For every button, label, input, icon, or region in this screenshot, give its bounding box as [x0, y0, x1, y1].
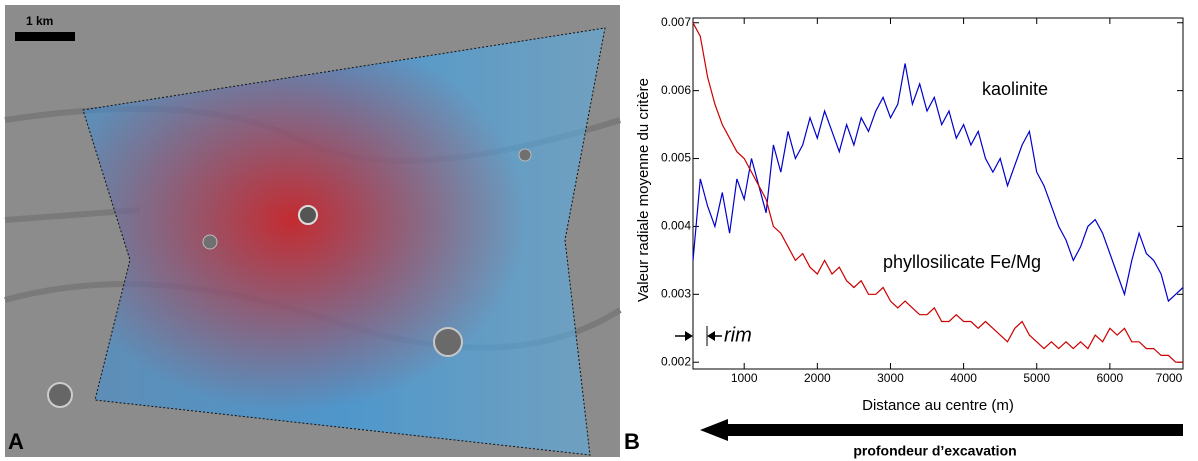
scale-label: 1 km: [26, 14, 53, 28]
series-label: phyllosilicate Fe/Mg: [883, 252, 1041, 272]
depth-arrow: [700, 419, 1183, 441]
panel-label: A: [8, 429, 24, 454]
x-tick-label: 7000: [1156, 371, 1183, 385]
series-label: kaolinite: [982, 79, 1048, 99]
y-tick-label: 0.002: [661, 354, 691, 368]
x-tick-label: 2000: [804, 371, 831, 385]
x-axis-label: Distance au centre (m): [862, 397, 1014, 414]
panel-b: B Valeur radiale moyenne du critère Dist…: [624, 15, 1184, 459]
crater: [518, 148, 532, 162]
footprint-outline: [82, 27, 606, 456]
y-tick-label: 0.007: [661, 15, 691, 29]
rim-arrowhead: [707, 331, 715, 341]
phyllosilicate-overlay: [83, 28, 605, 455]
y-tick-label: 0.004: [661, 219, 691, 233]
x-tick-label: 1000: [731, 371, 758, 385]
rim-label: rim: [724, 324, 752, 346]
crater: [202, 234, 218, 250]
y-tick-label: 0.003: [661, 286, 691, 300]
y-axis-label: Valeur radiale moyenne du critère: [635, 78, 652, 302]
data-line: [692, 22, 1183, 363]
crater: [433, 327, 463, 357]
scale-bar: [15, 32, 75, 41]
arrow-label: profondeur d’excavation: [853, 443, 1016, 459]
rim-arrowhead: [685, 331, 693, 341]
data-line: [692, 63, 1184, 303]
panel-label: B: [624, 429, 640, 454]
crater: [47, 382, 73, 408]
x-tick-label: 5000: [1023, 371, 1050, 385]
x-tick-label: 4000: [950, 371, 977, 385]
x-tick-label: 3000: [877, 371, 904, 385]
panel-a: 1 km A: [4, 5, 622, 457]
y-tick-label: 0.005: [661, 151, 691, 165]
y-tick-label: 0.006: [661, 83, 691, 97]
plot-frame: [692, 17, 1184, 370]
crater: [298, 205, 318, 225]
x-tick-label: 6000: [1097, 371, 1124, 385]
